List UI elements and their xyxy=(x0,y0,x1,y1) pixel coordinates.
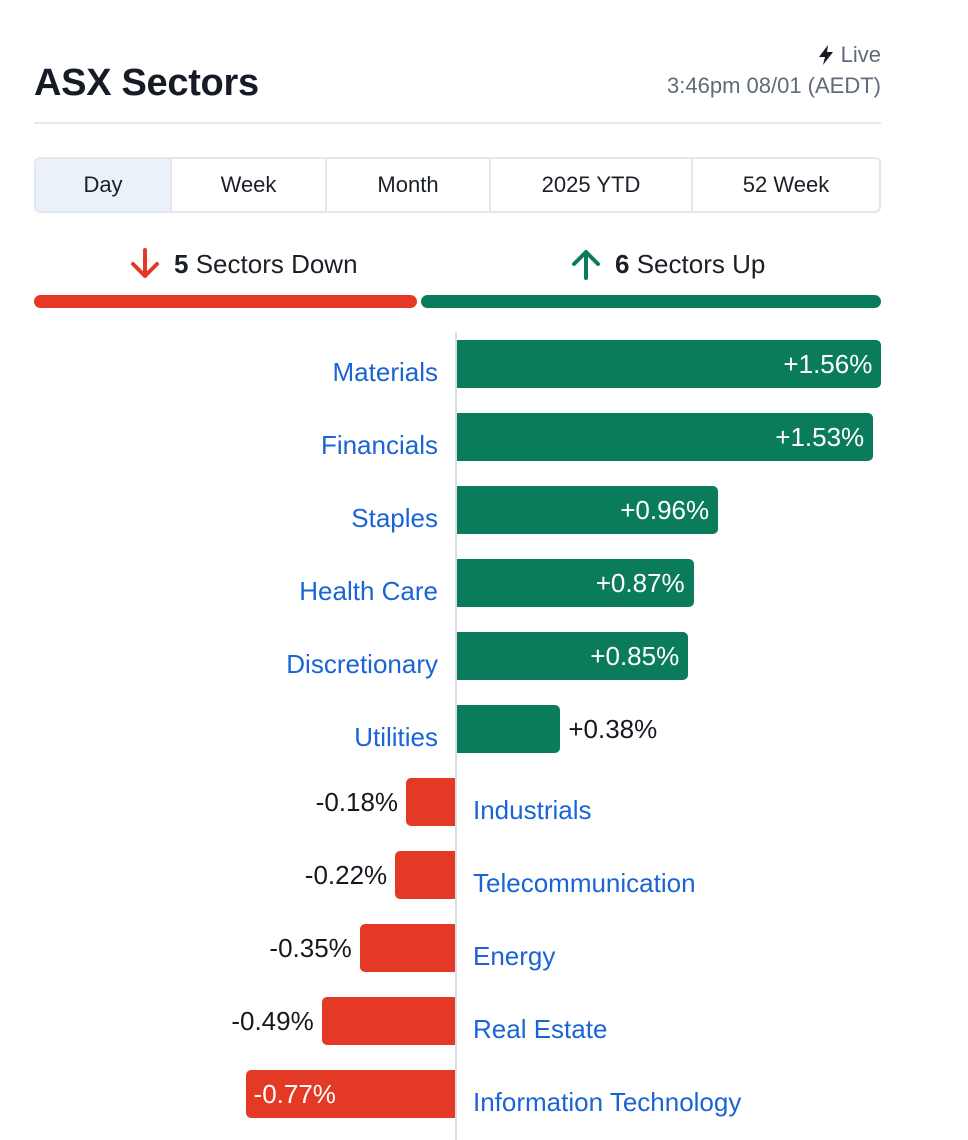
tab-day[interactable]: Day xyxy=(36,159,172,211)
value-label-industrials: -0.18% xyxy=(315,787,399,817)
zero-axis-line xyxy=(455,332,457,1140)
sectors-up-count: 6 xyxy=(615,248,630,279)
bar-telecommunication xyxy=(395,851,455,899)
bar-health-care xyxy=(457,559,694,607)
bar-information-technology xyxy=(245,1070,455,1118)
tab-week[interactable]: Week xyxy=(172,159,327,211)
sectors-down-label: Sectors Down xyxy=(195,248,358,279)
bar-industrials xyxy=(406,778,455,826)
page-title: ASX Sectors xyxy=(34,62,259,104)
sector-label-materials[interactable]: Materials xyxy=(332,357,438,387)
live-indicator: Live xyxy=(817,42,881,68)
sector-label-telecommunication[interactable]: Telecommunication xyxy=(473,868,696,898)
live-label: Live xyxy=(840,42,881,67)
bar-discretionary xyxy=(457,632,689,680)
sector-label-energy[interactable]: Energy xyxy=(473,941,556,971)
sectors-up-summary: 6 Sectors Up xyxy=(569,240,765,288)
value-label-telecommunication: -0.22% xyxy=(304,860,388,890)
sectors-down-summary: 5 Sectors Down xyxy=(128,240,358,288)
tab-52-week[interactable]: 52 Week xyxy=(742,172,830,197)
sectors-down-count: 5 xyxy=(174,248,189,279)
tab-2025-ytd[interactable]: 2025 YTD xyxy=(491,159,693,211)
bar-materials xyxy=(457,340,882,388)
sector-label-real-estate[interactable]: Real Estate xyxy=(473,1014,608,1044)
value-label-utilities: +0.38% xyxy=(568,714,658,744)
tab-month[interactable]: Month xyxy=(327,159,491,211)
arrow-down-icon xyxy=(131,248,159,278)
arrow-up-icon xyxy=(572,250,600,280)
sector-label-staples[interactable]: Staples xyxy=(351,503,438,533)
sectors-down-ratio-bar xyxy=(34,295,417,308)
bar-financials xyxy=(457,413,874,461)
value-label-information-technology: -0.77% xyxy=(253,1079,336,1109)
sector-label-utilities[interactable]: Utilities xyxy=(354,722,438,752)
sector-label-information-technology[interactable]: Information Technology xyxy=(473,1087,742,1117)
value-label-discretionary: +0.85% xyxy=(590,641,680,671)
sectors-up-label: Sectors Up xyxy=(636,248,766,279)
lightning-icon xyxy=(818,45,833,65)
period-tabs: Day Week Month 2025 YTD 52 Week xyxy=(34,157,881,213)
sector-label-industrials[interactable]: Industrials xyxy=(473,795,592,825)
timestamp: 3:46pm 08/01 (AEDT) xyxy=(667,73,881,98)
sector-label-health-care[interactable]: Health Care xyxy=(299,576,438,606)
bar-staples xyxy=(457,486,719,534)
value-label-staples: +0.96% xyxy=(620,495,710,525)
bar-energy xyxy=(359,924,455,972)
value-label-energy: -0.35% xyxy=(269,933,352,963)
sector-label-financials[interactable]: Financials xyxy=(320,430,438,460)
value-label-materials: +1.56% xyxy=(783,349,873,379)
value-label-real-estate: -0.49% xyxy=(231,1006,314,1036)
bar-utilities xyxy=(457,705,561,753)
bar-real-estate xyxy=(321,997,455,1045)
widget-header: ASX Sectors Live 3:46pm 08/01 (AEDT) xyxy=(34,40,881,124)
sectors-up-ratio-bar xyxy=(421,295,881,308)
value-label-health-care: +0.87% xyxy=(595,568,685,598)
value-label-financials: +1.53% xyxy=(775,422,865,452)
sector-label-discretionary[interactable]: Discretionary xyxy=(286,649,438,679)
